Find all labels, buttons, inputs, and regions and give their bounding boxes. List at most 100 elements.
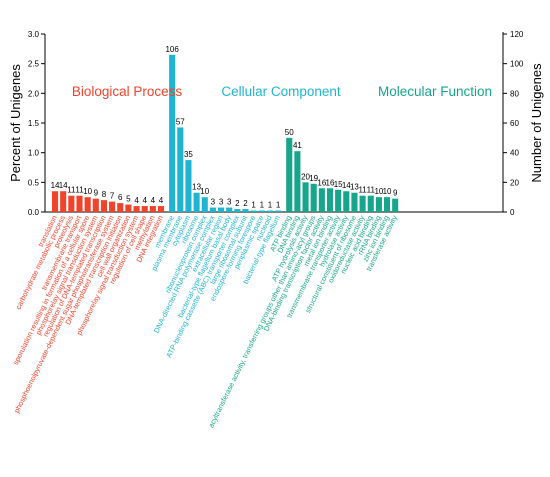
bar xyxy=(92,198,99,212)
bar xyxy=(193,192,200,212)
bar-value-label: 11 xyxy=(358,186,367,195)
bar xyxy=(141,206,148,212)
group-label: Molecular Function xyxy=(378,84,492,99)
group-label: Biological Process xyxy=(72,84,183,99)
bar-value-label: 5 xyxy=(126,195,131,204)
bar-value-label: 1 xyxy=(260,201,265,210)
bar xyxy=(133,206,140,212)
bar-value-label: 15 xyxy=(334,180,343,189)
right-tick-label: 20 xyxy=(510,178,519,187)
bar xyxy=(84,197,91,212)
right-tick-label: 120 xyxy=(510,30,524,39)
bar-value-label: 19 xyxy=(309,174,318,183)
bar xyxy=(286,137,293,212)
bar xyxy=(226,207,233,212)
bar-value-label: 35 xyxy=(184,150,193,159)
bar xyxy=(149,206,156,212)
bar-value-label: 13 xyxy=(192,183,201,192)
bar-value-label: 10 xyxy=(83,187,92,196)
left-tick-label: 1.0 xyxy=(28,149,40,158)
bar-value-label: 3 xyxy=(219,198,224,207)
left-tick-label: 2.0 xyxy=(28,89,40,98)
bar xyxy=(117,203,124,212)
bar-value-label: 57 xyxy=(176,117,185,126)
bar-value-label: 14 xyxy=(342,181,351,190)
left-tick-label: 0.0 xyxy=(28,208,40,217)
bar-value-label: 16 xyxy=(317,178,326,187)
bar xyxy=(242,209,249,212)
bar xyxy=(375,197,382,212)
bar xyxy=(109,201,116,212)
bar-value-label: 41 xyxy=(293,141,302,150)
right-tick-label: 0 xyxy=(510,208,515,217)
left-axis-title: Percent of Unigenes xyxy=(8,64,23,182)
bar-value-label: 11 xyxy=(367,186,376,195)
right-tick-label: 80 xyxy=(510,89,519,98)
bar-value-label: 10 xyxy=(383,187,392,196)
bar xyxy=(266,210,273,212)
right-tick-label: 60 xyxy=(510,119,519,128)
bar-value-label: 8 xyxy=(102,190,107,199)
bar xyxy=(185,160,192,212)
bar xyxy=(392,198,399,212)
bar-value-label: 2 xyxy=(243,199,248,208)
bars xyxy=(52,54,399,213)
bar xyxy=(52,191,59,212)
bar xyxy=(169,54,176,213)
group-labels: Biological Process Cellular Component Mole… xyxy=(72,84,492,99)
bar xyxy=(177,127,184,212)
left-tick-label: 1.5 xyxy=(28,119,40,128)
bar-value-label: 7 xyxy=(110,192,115,201)
bar xyxy=(157,206,165,212)
bar-value-label: 4 xyxy=(159,196,164,205)
bar xyxy=(275,210,282,212)
bar-value-label: 11 xyxy=(67,186,76,195)
bar-value-label: 50 xyxy=(285,128,294,137)
bar-value-label: 16 xyxy=(326,178,335,187)
bar xyxy=(367,195,374,212)
left-tick-label: 0.5 xyxy=(28,178,40,187)
bar xyxy=(258,210,265,212)
left-tick-label: 3.0 xyxy=(28,30,40,39)
bar xyxy=(234,209,241,212)
bar-value-label: 1 xyxy=(276,201,281,210)
bar xyxy=(359,195,366,212)
bar-value-label: 13 xyxy=(350,183,359,192)
bar-value-label: 3 xyxy=(227,198,232,207)
bar xyxy=(218,207,225,212)
bar xyxy=(68,195,75,212)
bar-value-label: 3 xyxy=(211,198,216,207)
bar xyxy=(250,210,257,212)
bar xyxy=(310,183,317,212)
bar-value-label: 10 xyxy=(374,187,383,196)
bar-value-label: 11 xyxy=(75,186,84,195)
right-axis-title: Number of Unigenes xyxy=(529,63,544,183)
bar xyxy=(294,151,301,212)
axes: 0.0 0.5 1.0 1.5 2.0 2.5 3.0 0 20 40 60 80 100 120 Perc… xyxy=(8,30,544,217)
bar xyxy=(209,207,216,212)
bar xyxy=(335,189,342,212)
bar-value-label: 14 xyxy=(51,181,60,190)
bar-value-label: 10 xyxy=(200,187,209,196)
bar xyxy=(76,195,83,212)
bar xyxy=(351,192,358,212)
bar-value-label: 4 xyxy=(142,196,147,205)
bar-value-label: 4 xyxy=(134,196,139,205)
right-tick-label: 40 xyxy=(510,149,519,158)
bar-value-label: 14 xyxy=(59,181,68,190)
left-tick-label: 2.5 xyxy=(28,60,40,69)
right-tick-label: 100 xyxy=(510,60,524,69)
bar-value-label: 9 xyxy=(393,189,398,198)
bar xyxy=(318,188,325,212)
bar xyxy=(201,197,208,212)
bar-value-label: 6 xyxy=(118,193,123,202)
bar xyxy=(100,200,107,212)
bar-value-label: 1 xyxy=(251,201,256,210)
group-label: Cellular Component xyxy=(221,84,341,99)
bar xyxy=(302,182,309,212)
bar xyxy=(60,191,67,212)
